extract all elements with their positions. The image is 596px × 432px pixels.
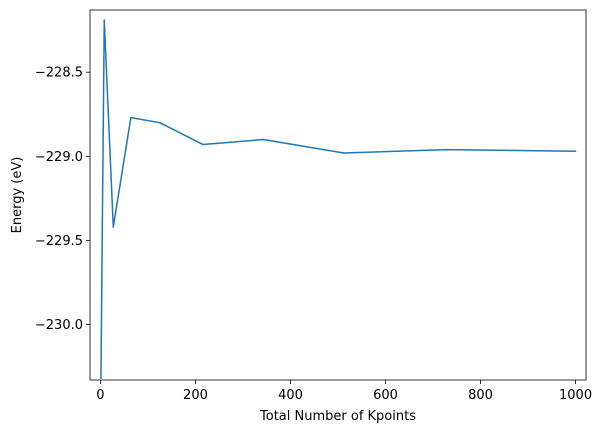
y-tick-label: −229.0 [35, 150, 83, 165]
x-tick-label: 0 [96, 388, 104, 403]
y-tick-label: −229.5 [35, 234, 83, 249]
y-tick-label: −230.0 [35, 318, 83, 333]
y-tick-label: −228.5 [35, 66, 83, 81]
x-axis-label: Total Number of Kpoints [259, 409, 416, 424]
x-axis-ticks: 0 200 400 600 800 1000 [96, 380, 592, 403]
data-point [159, 121, 161, 124]
data-point [574, 150, 577, 153]
data-point [103, 19, 105, 21]
data-point [130, 116, 132, 119]
x-tick-label: 1000 [559, 388, 592, 403]
plot-frame [89, 9, 587, 381]
data-point [202, 143, 204, 146]
data-point [342, 152, 345, 154]
data-point [112, 226, 115, 228]
data-point [100, 377, 102, 380]
plot-area [90, 10, 586, 380]
y-axis-ticks: −228.5 −229.0 −229.5 −230.0 [35, 66, 90, 333]
series-layer [100, 19, 577, 380]
x-tick-label: 200 [183, 388, 208, 403]
series-line-0 [100, 19, 576, 379]
x-tick-label: 800 [468, 388, 493, 403]
y-axis-label: Energy (eV) [10, 157, 25, 234]
data-point [262, 138, 265, 141]
x-tick-label: 400 [278, 388, 303, 403]
x-tick-label: 600 [373, 388, 398, 403]
data-point [446, 148, 448, 151]
